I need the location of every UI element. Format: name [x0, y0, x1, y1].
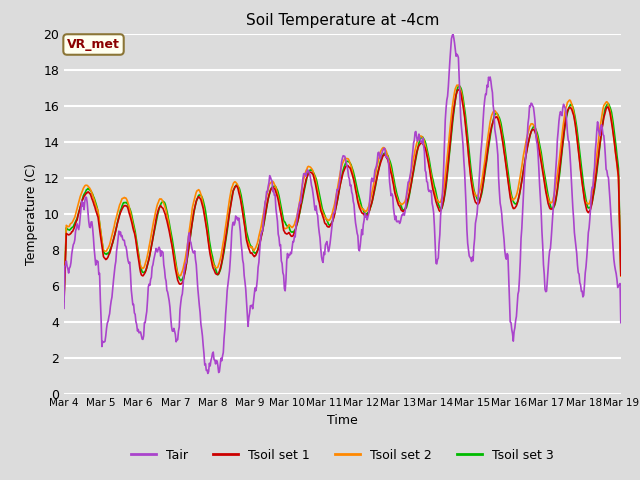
Text: VR_met: VR_met — [67, 38, 120, 51]
X-axis label: Time: Time — [327, 414, 358, 427]
Legend: Tair, Tsoil set 1, Tsoil set 2, Tsoil set 3: Tair, Tsoil set 1, Tsoil set 2, Tsoil se… — [126, 444, 559, 467]
Y-axis label: Temperature (C): Temperature (C) — [25, 163, 38, 264]
Title: Soil Temperature at -4cm: Soil Temperature at -4cm — [246, 13, 439, 28]
